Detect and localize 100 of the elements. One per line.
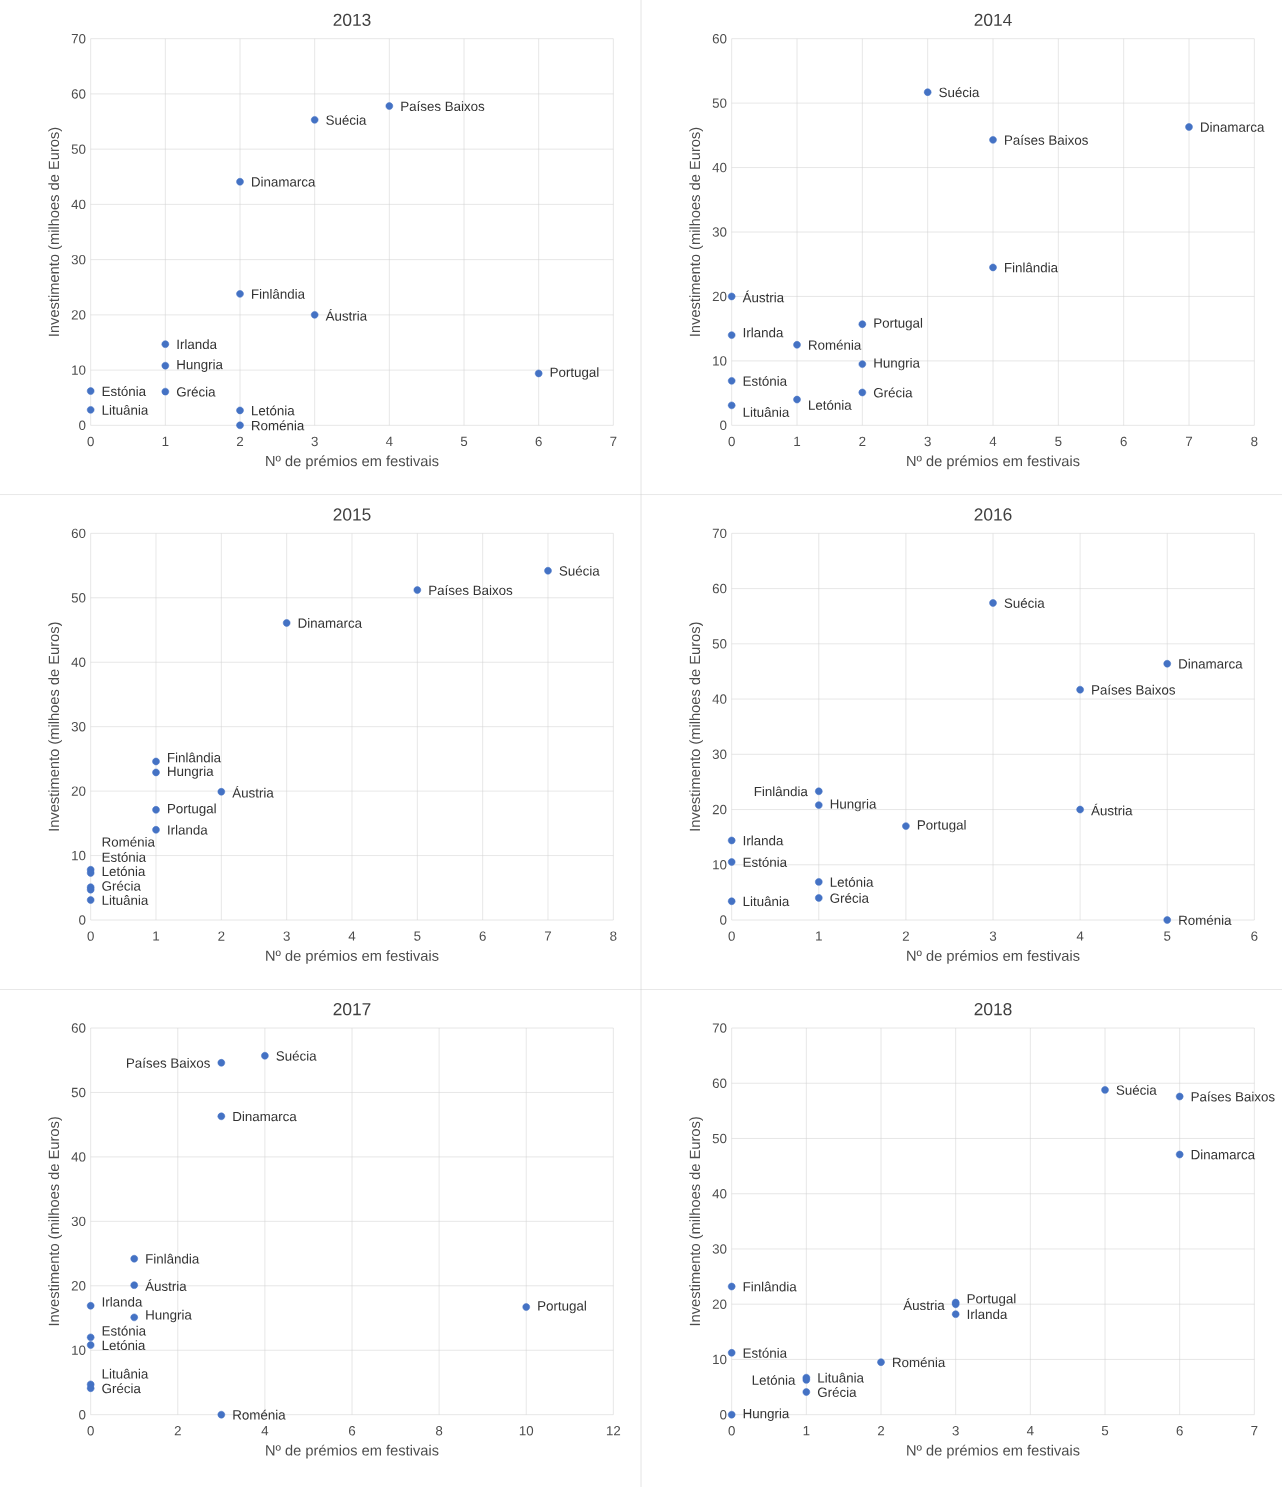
series-label: Dinamarca bbox=[1191, 1149, 1256, 1160]
series-label: Letónia bbox=[830, 876, 874, 887]
y-tick-label: 20 bbox=[712, 804, 727, 815]
y-tick-label: 0 bbox=[720, 915, 727, 925]
series-label: Letónia bbox=[102, 866, 146, 877]
y-tick-label: 50 bbox=[712, 1133, 727, 1144]
series-label: Estónia bbox=[102, 1325, 147, 1336]
x-tick-label: 3 bbox=[311, 436, 318, 447]
series-label: Irlanda bbox=[102, 1296, 143, 1307]
series-label: Dinamarca bbox=[252, 176, 316, 187]
series-label: Roménia bbox=[252, 420, 305, 431]
series-label: Portugal bbox=[168, 803, 216, 817]
series-label: Portugal bbox=[538, 1300, 586, 1314]
y-tick-label: 20 bbox=[71, 1281, 86, 1291]
series-label: Estónia bbox=[743, 375, 788, 386]
x-tick-label: 3 bbox=[283, 931, 290, 941]
y-tick-label: 0 bbox=[720, 420, 727, 431]
series-label: Hungria bbox=[830, 798, 877, 812]
x-tick-label: 8 bbox=[610, 931, 617, 941]
x-tick-label: 4 bbox=[261, 1426, 269, 1436]
series-label: Lituânia bbox=[102, 895, 149, 905]
y-tick-label: 10 bbox=[72, 1345, 86, 1355]
y-tick-label: 30 bbox=[71, 1216, 86, 1227]
y-tick-label: 60 bbox=[71, 528, 86, 539]
y-tick-label: 0 bbox=[79, 1409, 86, 1420]
y-tick-label: 20 bbox=[712, 291, 727, 302]
series-label: Finlândia bbox=[1005, 262, 1059, 273]
x-tick-label: 7 bbox=[1185, 436, 1193, 446]
y-tick-label: 30 bbox=[712, 227, 727, 237]
series-label: Áustria bbox=[325, 309, 368, 321]
series-label: Grécia bbox=[176, 386, 216, 397]
x-tick-label: 1 bbox=[162, 436, 169, 446]
series-label: Suécia bbox=[1004, 597, 1045, 608]
series-label: Irlanda bbox=[743, 327, 784, 338]
series-label: Lituânia bbox=[743, 407, 790, 417]
series-label: Dinamarca bbox=[298, 618, 363, 628]
x-tick-label: 0 bbox=[728, 931, 735, 941]
series-label: Áustria bbox=[903, 1298, 945, 1311]
x-tick-label: 1 bbox=[153, 931, 160, 941]
y-tick-label: 10 bbox=[713, 356, 727, 366]
x-tick-label: 5 bbox=[1055, 436, 1062, 447]
x-axis-title: Nº de prémios em festivais bbox=[266, 1444, 439, 1459]
chart-title: 2016 bbox=[974, 508, 1012, 521]
y-tick-label: 30 bbox=[71, 721, 86, 732]
series-label: Lituânia bbox=[102, 1368, 149, 1379]
series-label: Suécia bbox=[559, 565, 600, 576]
series-label: Grécia bbox=[102, 1383, 141, 1394]
y-tick-label: 20 bbox=[71, 786, 86, 796]
x-axis-title: Nº de prémios em festivais bbox=[266, 949, 439, 964]
series-label: Letónia bbox=[252, 405, 295, 416]
y-tick-label: 10 bbox=[72, 365, 86, 375]
series-label: Áustria bbox=[145, 1279, 187, 1291]
y-tick-label: 20 bbox=[712, 1299, 727, 1309]
series-label: Roménia bbox=[1179, 915, 1232, 925]
series-label: Grécia bbox=[102, 880, 141, 891]
y-tick-label: 40 bbox=[712, 694, 727, 704]
x-tick-label: 3 bbox=[924, 436, 931, 447]
x-tick-label: 2 bbox=[174, 1426, 181, 1436]
series-label: Portugal bbox=[967, 1293, 1016, 1307]
series-label: Hungria bbox=[743, 1408, 790, 1421]
y-tick-label: 50 bbox=[71, 1087, 86, 1098]
series-label: Países Baixos bbox=[1191, 1091, 1275, 1102]
y-tick-label: 60 bbox=[71, 89, 86, 99]
y-tick-label: 10 bbox=[72, 850, 86, 861]
x-tick-label: 12 bbox=[606, 1426, 621, 1436]
series-label: Irlanda bbox=[967, 1309, 1008, 1320]
y-tick-label: 40 bbox=[712, 162, 727, 173]
x-tick-label: 7 bbox=[544, 931, 552, 941]
series-label: Países Baixos bbox=[429, 585, 513, 596]
x-tick-label: 6 bbox=[479, 931, 486, 941]
chart-title: 2015 bbox=[333, 508, 371, 521]
y-axis-title: Investimento (milhoes de Euros) bbox=[689, 1117, 703, 1326]
chart-title: 2014 bbox=[974, 13, 1012, 26]
x-tick-label: 6 bbox=[1176, 1426, 1183, 1436]
series-label: Roménia bbox=[233, 1409, 286, 1420]
chart-title: 2013 bbox=[333, 13, 371, 26]
series-label: Grécia bbox=[873, 387, 913, 398]
x-tick-label: 4 bbox=[1076, 931, 1084, 941]
x-tick-label: 5 bbox=[1101, 1426, 1109, 1436]
series-label: Irlanda bbox=[177, 339, 218, 350]
y-tick-label: 50 bbox=[712, 639, 727, 649]
series-label: Irlanda bbox=[743, 835, 784, 846]
y-tick-label: 50 bbox=[71, 593, 86, 603]
series-label: Hungria bbox=[177, 359, 223, 372]
x-axis-title: Nº de prémios em festivais bbox=[266, 455, 439, 470]
x-axis-title: Nº de prémios em festivais bbox=[907, 455, 1080, 470]
series-label: Letónia bbox=[102, 1340, 146, 1351]
series-label: Estónia bbox=[102, 851, 147, 862]
x-tick-label: 2 bbox=[236, 436, 244, 447]
y-tick-label: 0 bbox=[79, 915, 86, 925]
y-tick-label: 60 bbox=[71, 1023, 86, 1033]
y-tick-label: 70 bbox=[712, 528, 727, 539]
x-tick-label: 6 bbox=[535, 436, 542, 447]
series-label: Dinamarca bbox=[1201, 122, 1265, 132]
series-label: Áustria bbox=[1091, 803, 1133, 816]
y-tick-label: 50 bbox=[71, 144, 86, 154]
series-label: Estónia bbox=[102, 386, 147, 397]
series-label: Lituânia bbox=[818, 1372, 864, 1383]
series-label: Suécia bbox=[1116, 1084, 1157, 1095]
series-label: Portugal bbox=[917, 819, 966, 833]
